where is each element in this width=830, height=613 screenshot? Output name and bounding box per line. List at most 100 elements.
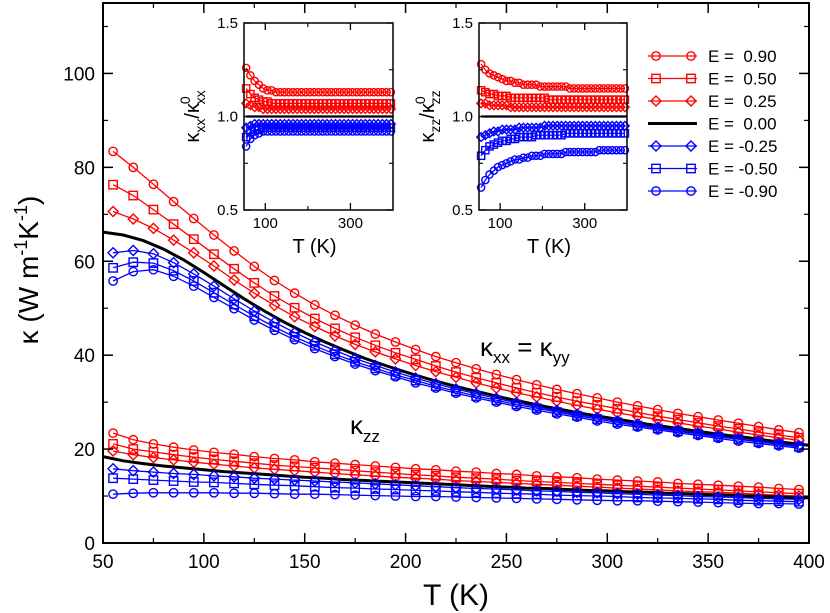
- inset-kxx-series-0-point: [314, 87, 323, 97]
- inset-kxx-series-6-point: [326, 127, 336, 136]
- kxx-series-6-line: [112, 269, 799, 449]
- y-tick-label: 100: [63, 64, 95, 85]
- kxx-series-6-point: [632, 422, 643, 432]
- inset-kzz-series-2-point: [526, 101, 538, 113]
- kxx-series-1-point: [108, 179, 118, 190]
- kzz-series-5-point: [188, 477, 199, 487]
- kxx-series-2-point: [127, 212, 140, 226]
- inset-kzz-series-2-point: [611, 101, 622, 113]
- inset-kzz-series-6-point: [519, 153, 528, 162]
- kxx-series-6-point: [229, 303, 240, 314]
- inset-kxx-series-2-point: [351, 103, 363, 115]
- inset-kxx-series-6-point: [284, 127, 294, 136]
- kzz-series-5-point: [168, 476, 179, 486]
- kxx-series-5-point: [289, 331, 300, 342]
- inset-kxx-series-0-point: [322, 87, 332, 97]
- inset-kxx-series-6-point: [263, 127, 272, 136]
- inset-kzz-series-6-point: [476, 183, 486, 192]
- inset-kxx-series-2-point: [325, 103, 337, 115]
- inset-kxx-series-0-point: [365, 87, 374, 97]
- x-tick-label: 300: [591, 552, 623, 573]
- kzz-series-6-point: [632, 495, 643, 506]
- inset-kxx-series-6-point: [335, 127, 345, 136]
- inset-kzz-series-2-point: [535, 101, 546, 113]
- annotation-kxx-kyy: κxx = κyy: [480, 332, 570, 367]
- kxx-series-2-point: [349, 338, 362, 351]
- inset-kxx-series-6-point: [373, 127, 383, 136]
- inset-kzz-series-4-point: [505, 124, 517, 135]
- kzz-series-6-point: [229, 488, 240, 499]
- inset-kzz-series-6-point: [510, 155, 520, 164]
- kxx-series-0-point: [188, 213, 199, 224]
- inset-kzz-series-4-point: [484, 128, 495, 139]
- inset-kzz-series-6-point: [502, 158, 511, 168]
- kxx-series-6-point: [370, 365, 381, 376]
- legend-marker: [684, 139, 698, 153]
- kxx-series-1-point: [430, 361, 441, 371]
- kzz-series-0-point: [652, 477, 663, 487]
- inset-kxx-series-2-point: [291, 103, 303, 115]
- inset-kzz-series-4-point: [551, 120, 563, 132]
- inset-kzz-series-0-point: [612, 84, 621, 93]
- legend-label: E = 0.25: [708, 92, 777, 111]
- kzz-series-5-point: [753, 495, 764, 506]
- inset-kzz-series-0-point: [493, 72, 503, 82]
- kxx-series-4-point: [288, 326, 301, 339]
- inset-kxx-series-6-point: [352, 127, 362, 136]
- inset-kzz-series-2-point: [589, 101, 601, 113]
- kxx-series-5-point: [188, 276, 199, 286]
- inset-kzz-series-2-point: [551, 101, 563, 113]
- inset-kxx-series-6-point: [254, 129, 264, 138]
- inset-kxx-x-tick-label: 100: [253, 215, 278, 232]
- kzz-series-4-point: [570, 486, 584, 499]
- kzz-series-2-line: [112, 450, 799, 497]
- inset-kzz-series-0-point: [519, 80, 528, 90]
- inset-kxx-series-0-point: [275, 87, 285, 97]
- kxx-series-5-point: [168, 265, 179, 276]
- inset-kzz-y-tick-label: 0.5: [452, 202, 473, 219]
- kzz-series-6-point: [410, 491, 421, 502]
- kzz-series-6-point: [592, 495, 603, 506]
- inset-kzz-series-2-point: [606, 101, 618, 113]
- y-tick-label: 80: [74, 158, 95, 179]
- inset-kzz-series-2-point: [598, 101, 610, 113]
- inset-kxx-series-2-point: [372, 103, 384, 115]
- kxx-series-6-point: [531, 405, 542, 416]
- kzz-series-0-point: [249, 451, 260, 462]
- inset-kxx-series-0-point: [263, 86, 272, 95]
- kzz-series-5-point: [713, 494, 724, 505]
- kxx-series-6-point: [773, 440, 784, 451]
- inset-kzz-series-2-point: [484, 99, 495, 111]
- kzz-series-5-line: [113, 477, 799, 503]
- inset-kxx-series-2-point: [304, 103, 316, 115]
- inset-kxx-series-2-point: [355, 103, 367, 115]
- inset-kxx-series-0-point: [284, 87, 294, 97]
- kzz-series-5-point: [209, 477, 219, 488]
- kzz-series-6-point: [693, 497, 703, 508]
- inset-kzz-series-6-point: [586, 147, 596, 157]
- inset-kzz-series-4-point: [492, 126, 504, 137]
- kzz-series-4-point: [127, 464, 140, 477]
- y-axis-label-part: = κ: [510, 332, 554, 362]
- kxx-series-1-point: [128, 190, 139, 201]
- inset-kzz-series-2-point: [518, 101, 529, 113]
- annotation-kzz: κzz: [350, 410, 380, 446]
- inset-kxx-series-2-point: [360, 103, 371, 115]
- x-tick-label: 250: [491, 552, 523, 573]
- inset-kzz-series-0-point: [557, 82, 566, 91]
- kzz-series-0-point: [209, 447, 219, 458]
- inset-kzz-series-4-point: [513, 122, 525, 134]
- y-axis-label-part: yy: [553, 348, 571, 367]
- kxx-series-2-point: [449, 371, 463, 384]
- legend-label: E = 0.50: [708, 70, 777, 89]
- y-axis-label-part: zz: [363, 427, 380, 446]
- inset-kxx-series-0-point: [343, 87, 353, 97]
- inset-kzz-series-4-point: [475, 131, 487, 143]
- kzz-series-2-point: [772, 489, 785, 502]
- inset-kxx-series-0-point: [356, 87, 366, 97]
- inset-kxx-series-6-point: [356, 127, 366, 136]
- kxx-series-4-point: [127, 244, 140, 257]
- inset-kzz-series-0-point: [620, 84, 630, 93]
